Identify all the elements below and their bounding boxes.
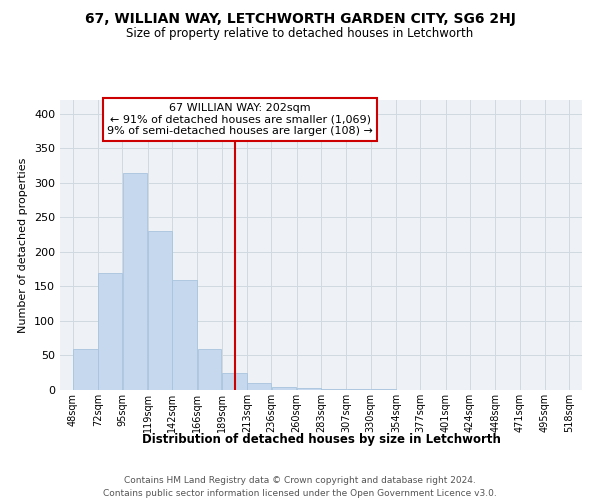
Bar [197,348,221,390]
Text: 67, WILLIAN WAY, LETCHWORTH GARDEN CITY, SG6 2HJ: 67, WILLIAN WAY, LETCHWORTH GARDEN CITY,… [85,12,515,26]
Text: Size of property relative to detached houses in Letchworth: Size of property relative to detached ho… [127,28,473,40]
Bar [247,383,271,390]
Bar [297,388,321,390]
Bar [172,280,197,390]
Bar [321,388,346,390]
Bar [148,231,172,390]
Text: Distribution of detached houses by size in Letchworth: Distribution of detached houses by size … [142,432,500,446]
Bar [98,272,122,390]
Bar [272,386,296,390]
Bar [122,172,148,390]
Bar [73,348,98,390]
Text: Contains HM Land Registry data © Crown copyright and database right 2024.
Contai: Contains HM Land Registry data © Crown c… [103,476,497,498]
Bar [222,372,247,390]
Y-axis label: Number of detached properties: Number of detached properties [19,158,28,332]
Text: 67 WILLIAN WAY: 202sqm
← 91% of detached houses are smaller (1,069)
9% of semi-d: 67 WILLIAN WAY: 202sqm ← 91% of detached… [107,103,373,136]
